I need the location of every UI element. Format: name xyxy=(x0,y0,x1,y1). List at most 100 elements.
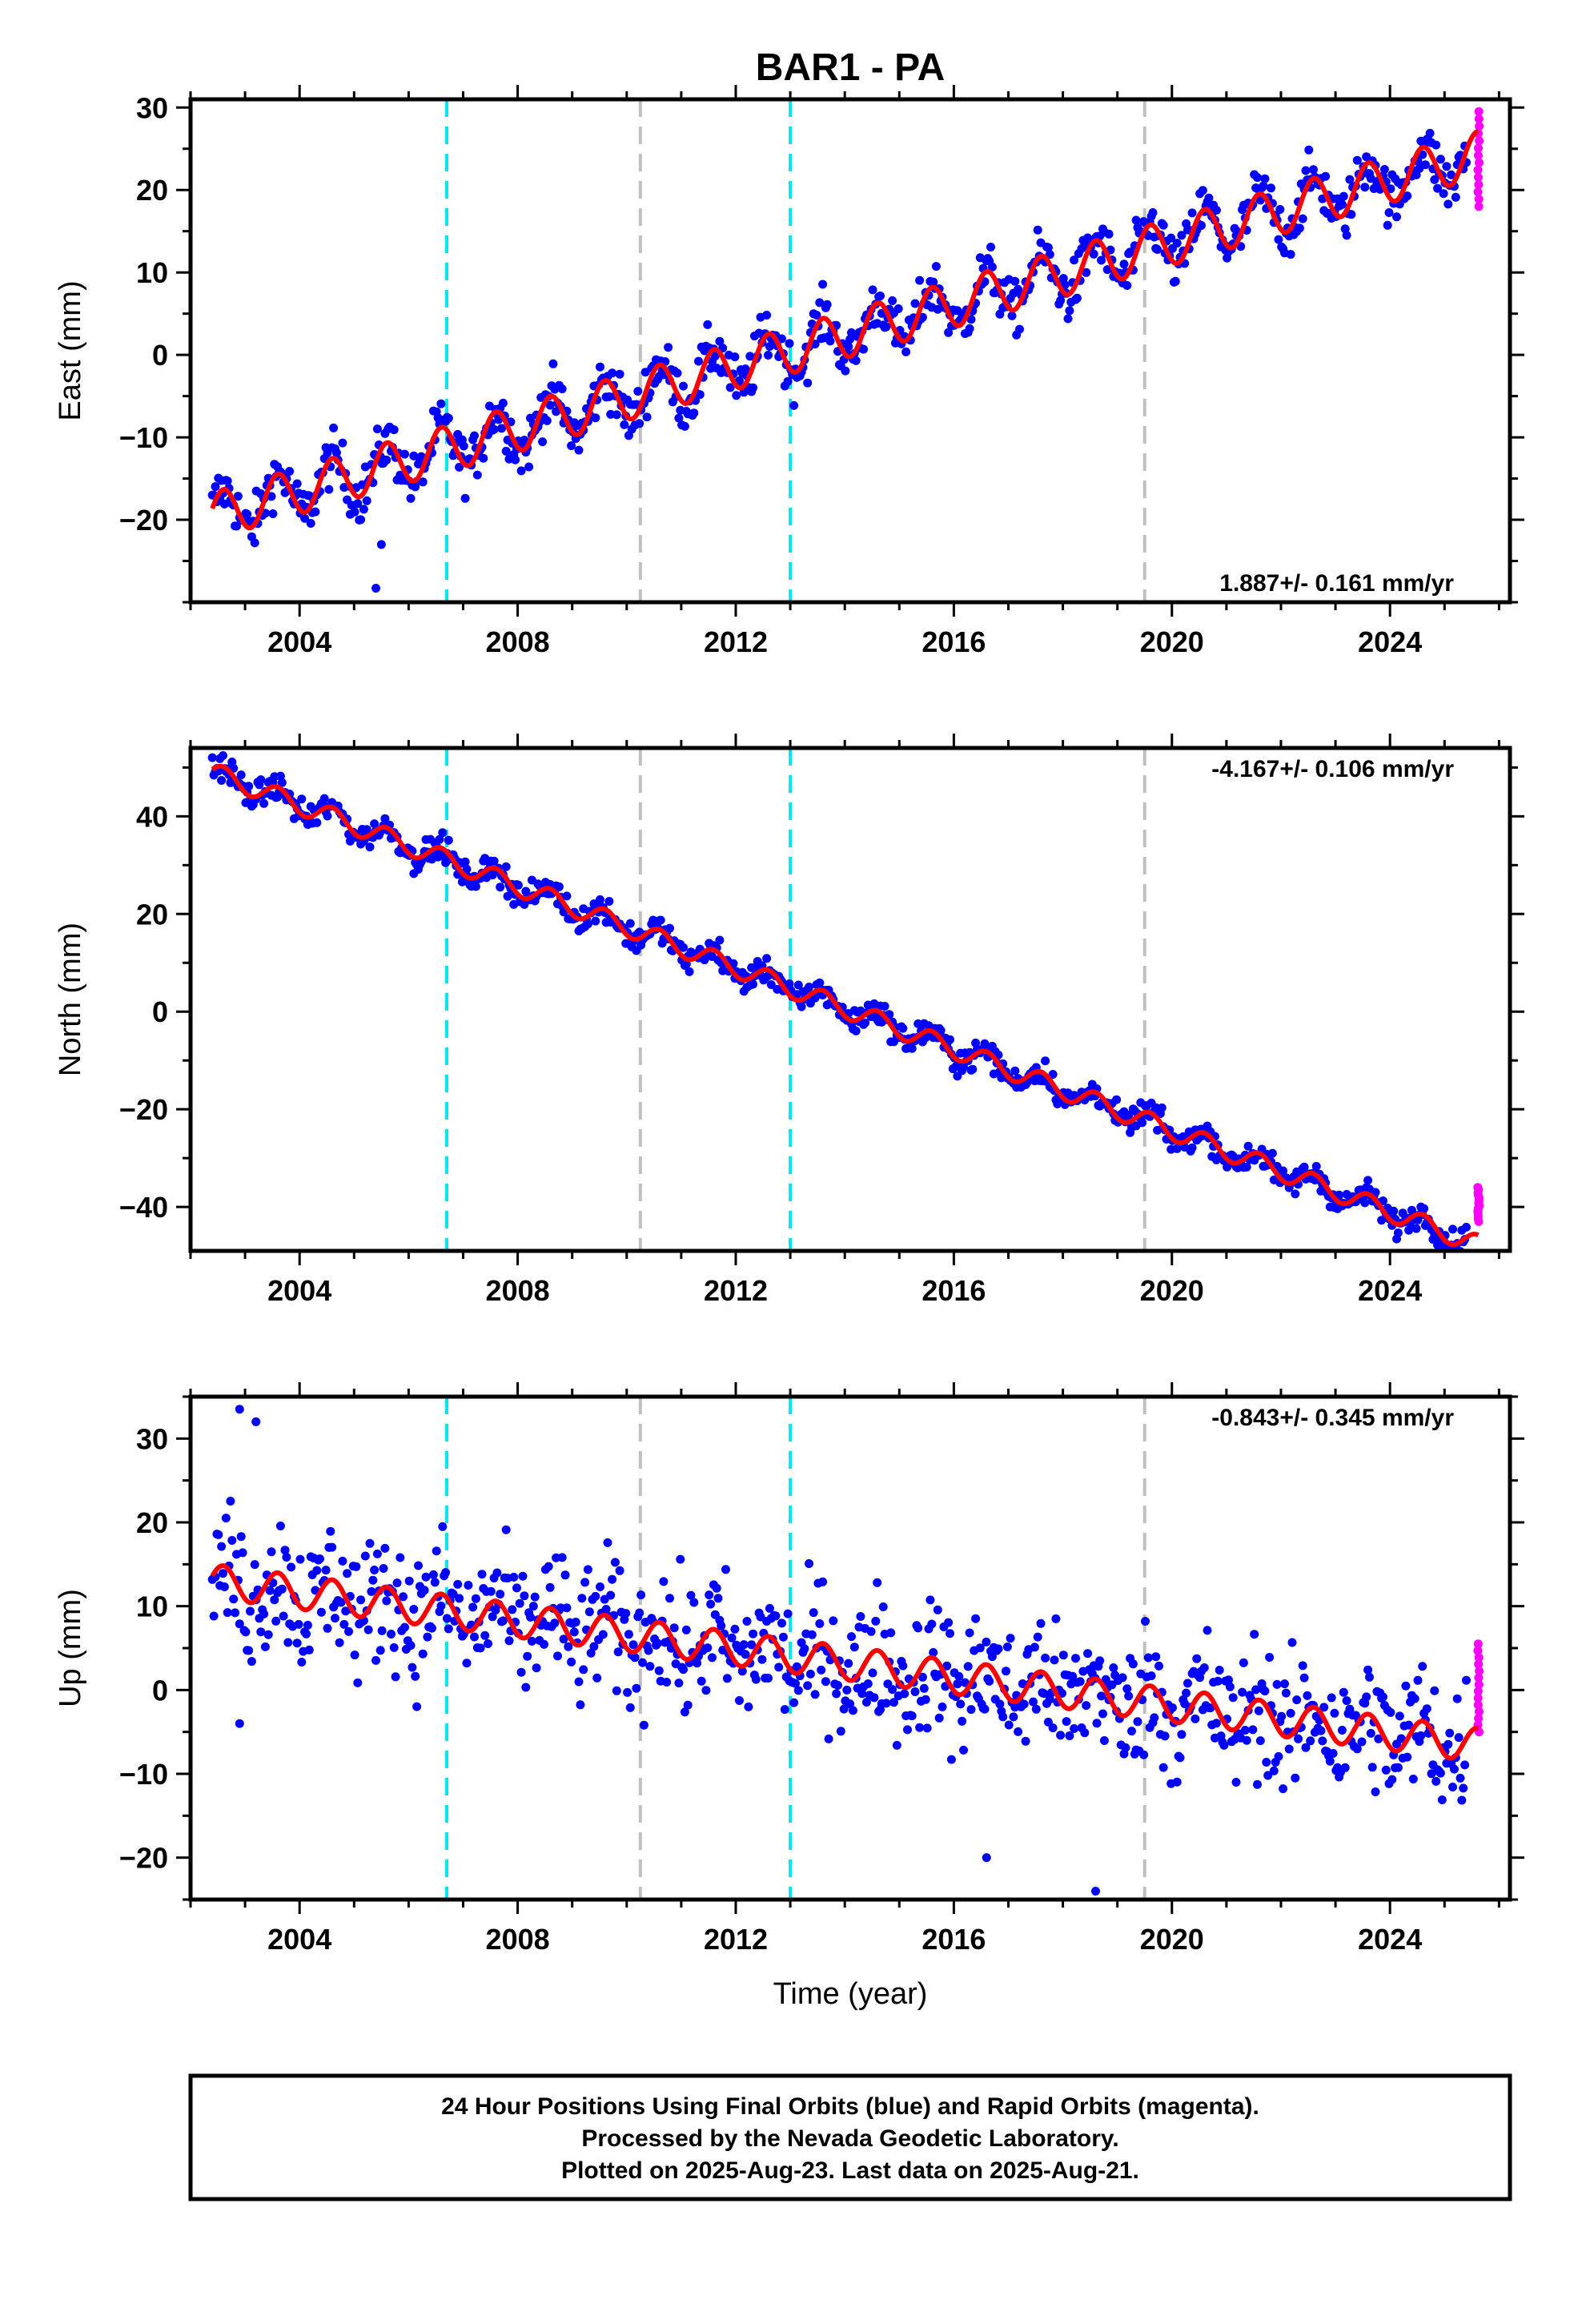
data-point xyxy=(574,1677,584,1687)
data-point xyxy=(1454,1733,1464,1743)
data-point xyxy=(1447,170,1456,179)
data-point xyxy=(1435,155,1445,164)
x-tick-label: 2004 xyxy=(267,1274,331,1307)
x-tick-label: 2016 xyxy=(921,1923,986,1956)
data-point xyxy=(765,1603,774,1613)
data-point xyxy=(892,1740,901,1750)
data-point xyxy=(789,1698,799,1707)
data-point xyxy=(462,864,472,874)
data-point xyxy=(1031,1704,1041,1714)
data-point xyxy=(1457,1795,1467,1805)
data-point xyxy=(708,1653,717,1663)
data-point xyxy=(1413,1675,1423,1685)
data-point xyxy=(915,1723,925,1732)
data-point xyxy=(382,1596,391,1606)
data-point xyxy=(1248,1725,1258,1735)
data-point xyxy=(783,1609,793,1618)
data-point xyxy=(1259,181,1268,191)
data-point xyxy=(596,1582,604,1591)
data-point xyxy=(584,1607,594,1617)
data-point xyxy=(518,1571,528,1581)
data-point xyxy=(554,882,564,891)
data-point xyxy=(1456,1773,1465,1783)
data-point xyxy=(1033,225,1042,235)
y-tick-label: 0 xyxy=(152,339,168,372)
data-point xyxy=(1112,1095,1122,1104)
data-point xyxy=(1157,1103,1166,1112)
data-point xyxy=(1267,183,1275,193)
data-point xyxy=(762,311,772,320)
y-tick-label: −40 xyxy=(119,1191,168,1224)
data-point xyxy=(336,1598,346,1607)
data-point xyxy=(898,1023,908,1033)
data-point xyxy=(645,1662,655,1671)
data-point xyxy=(279,1611,288,1621)
data-point xyxy=(901,347,911,356)
data-point xyxy=(1396,1734,1406,1743)
data-point xyxy=(805,1669,815,1679)
data-point xyxy=(1080,1728,1090,1738)
data-point xyxy=(1033,1632,1042,1642)
rapid-data-point xyxy=(1475,1707,1484,1716)
data-point xyxy=(1425,128,1435,138)
data-point xyxy=(958,1716,967,1726)
data-point xyxy=(1299,1162,1309,1172)
footer-line-3: Plotted on 2025-Aug-23. Last data on 202… xyxy=(561,2157,1139,2184)
data-point xyxy=(1318,1736,1327,1746)
data-point xyxy=(1295,223,1304,233)
data-point xyxy=(910,1687,920,1696)
data-point xyxy=(460,857,470,866)
data-point xyxy=(1337,1726,1347,1735)
data-point xyxy=(1357,1737,1367,1747)
data-point xyxy=(1101,1675,1110,1684)
data-point xyxy=(636,1590,646,1600)
data-point xyxy=(953,1679,962,1689)
data-point xyxy=(633,387,643,396)
data-point xyxy=(825,336,835,346)
data-point xyxy=(501,1525,511,1534)
data-point xyxy=(1231,1778,1241,1787)
data-point xyxy=(922,1723,932,1733)
data-point xyxy=(287,1562,296,1572)
data-point xyxy=(516,466,526,476)
data-point xyxy=(1122,281,1132,290)
data-point xyxy=(379,1564,388,1573)
data-point xyxy=(442,1614,452,1623)
data-point xyxy=(722,1674,732,1683)
data-point xyxy=(1172,239,1182,248)
data-point xyxy=(480,1630,490,1640)
data-point-outlier xyxy=(251,1417,261,1426)
data-point xyxy=(304,1645,314,1655)
data-point xyxy=(706,1599,716,1609)
data-point xyxy=(1366,174,1375,183)
data-point xyxy=(1058,1651,1068,1660)
data-point xyxy=(1151,1652,1161,1662)
data-point xyxy=(987,262,997,271)
data-point xyxy=(1459,1783,1468,1793)
data-point xyxy=(1367,1763,1377,1772)
x-tick-label: 2024 xyxy=(1358,625,1422,658)
data-point xyxy=(548,359,558,368)
data-point xyxy=(1172,1144,1182,1153)
data-point xyxy=(836,1727,845,1736)
data-point xyxy=(1430,1686,1439,1695)
data-point xyxy=(344,1626,353,1636)
data-point xyxy=(780,1705,789,1715)
data-point xyxy=(501,862,511,871)
data-point xyxy=(673,368,682,378)
rapid-data-point xyxy=(1474,180,1484,189)
data-point xyxy=(1360,183,1370,192)
data-point xyxy=(1383,220,1392,230)
data-point xyxy=(292,1638,302,1648)
data-point xyxy=(818,279,828,289)
data-point xyxy=(818,1577,828,1586)
data-point xyxy=(1119,259,1129,269)
data-point xyxy=(689,1598,699,1607)
data-point xyxy=(812,311,821,320)
rapid-data-point xyxy=(1474,143,1483,153)
data-point xyxy=(625,919,635,928)
data-point xyxy=(219,751,227,760)
data-point xyxy=(1183,1679,1192,1688)
data-point xyxy=(1462,1222,1471,1232)
data-point xyxy=(359,505,368,514)
